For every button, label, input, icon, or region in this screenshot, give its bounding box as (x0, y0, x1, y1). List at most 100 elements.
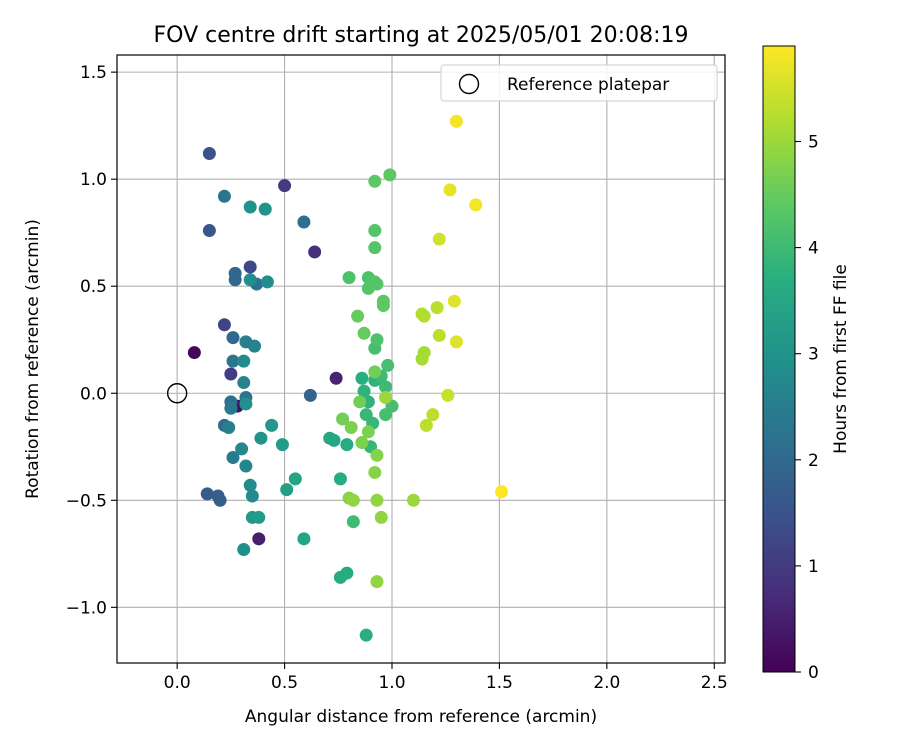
data-point (355, 371, 369, 385)
x-tick-label: 2.0 (593, 673, 620, 693)
colorbar-label: Hours from first FF file (831, 264, 851, 454)
data-point (243, 200, 257, 214)
data-point (359, 628, 373, 642)
colorbar-tick-label: 4 (808, 239, 819, 259)
data-point (447, 294, 461, 308)
x-tick-label: 1.5 (486, 673, 513, 693)
colorbar-tick-label: 3 (808, 345, 819, 365)
data-point (278, 179, 292, 193)
colorbar: 0 1 2 3 4 5 Hours from first FF file (762, 45, 851, 683)
data-point (329, 371, 343, 385)
data-point (357, 384, 371, 398)
data-point (265, 418, 279, 432)
reference-marker-layer (166, 383, 188, 404)
data-point (217, 189, 231, 203)
data-point (368, 465, 382, 479)
data-point (417, 309, 431, 323)
data-point (370, 277, 384, 291)
grid-lines (117, 55, 725, 663)
data-point (342, 271, 356, 285)
y-tick-label: −0.5 (66, 491, 107, 511)
data-point (275, 438, 289, 452)
data-points (187, 114, 509, 642)
x-tick-label: 1.0 (378, 673, 405, 693)
data-point (353, 395, 367, 409)
data-point (297, 532, 311, 546)
data-point (430, 301, 444, 315)
data-point (252, 510, 266, 524)
data-point (243, 273, 257, 287)
colorbar-tick-label: 1 (808, 557, 819, 577)
chart-title: FOV centre drift starting at 2025/05/01 … (154, 23, 689, 48)
data-point (288, 472, 302, 486)
data-point (243, 260, 257, 274)
data-point (368, 174, 382, 188)
y-tick-label: 1.0 (80, 170, 107, 190)
data-point (376, 298, 390, 312)
data-point (228, 266, 242, 280)
data-point (381, 358, 395, 372)
data-point (258, 202, 272, 216)
data-point (340, 566, 354, 580)
data-point (449, 114, 463, 128)
data-point (346, 493, 360, 507)
data-point (245, 489, 259, 503)
y-tick-label: 0.5 (80, 277, 107, 297)
data-point (368, 365, 382, 379)
data-point (202, 146, 216, 160)
data-point (344, 421, 358, 435)
reference-platepar-marker (166, 383, 188, 404)
x-axis-ticks: 0.0 0.5 1.0 1.5 2.0 2.5 (164, 663, 728, 693)
data-point (239, 397, 253, 411)
data-point (346, 515, 360, 529)
data-point (224, 367, 238, 381)
data-point (226, 354, 240, 368)
x-tick-label: 0.5 (271, 673, 298, 693)
data-point (237, 376, 251, 390)
data-point (200, 487, 214, 501)
data-point (202, 224, 216, 238)
data-point (417, 346, 431, 360)
data-point (379, 408, 393, 422)
data-point (383, 168, 397, 182)
data-point (247, 339, 261, 353)
data-point (340, 438, 354, 452)
data-point (217, 318, 231, 332)
data-point (419, 418, 433, 432)
plot-frame (116, 54, 726, 664)
legend: Reference platepar (440, 64, 718, 102)
colorbar-ticks: 0 1 2 3 4 5 (795, 132, 819, 683)
legend-reference-marker (458, 73, 480, 95)
data-point (355, 435, 369, 449)
data-point (443, 183, 457, 197)
data-point (441, 388, 455, 402)
data-point (254, 431, 268, 445)
y-tick-label: 0.0 (80, 384, 107, 404)
data-point (224, 401, 238, 415)
data-point (226, 450, 240, 464)
legend-box (440, 64, 718, 102)
data-point (235, 442, 249, 456)
data-point (303, 388, 317, 402)
data-point (260, 275, 274, 289)
data-point (308, 245, 322, 259)
data-point (226, 331, 240, 345)
x-tick-label: 2.5 (701, 673, 728, 693)
data-point (297, 215, 311, 229)
data-point (368, 224, 382, 238)
colorbar-gradient (762, 45, 796, 673)
data-point (374, 510, 388, 524)
x-tick-label: 0.0 (164, 673, 191, 693)
y-tick-label: 1.5 (80, 63, 107, 83)
data-point (449, 335, 463, 349)
y-axis-ticks: −1.0 −0.5 0.0 0.5 1.0 1.5 (66, 63, 117, 618)
legend-label: Reference platepar (507, 75, 669, 95)
colorbar-tick-label: 5 (808, 132, 819, 152)
data-point (495, 485, 509, 499)
data-point (211, 489, 225, 503)
data-point (222, 421, 236, 435)
data-point (252, 532, 266, 546)
data-point (370, 493, 384, 507)
data-point (426, 408, 440, 422)
y-tick-label: −1.0 (66, 598, 107, 618)
